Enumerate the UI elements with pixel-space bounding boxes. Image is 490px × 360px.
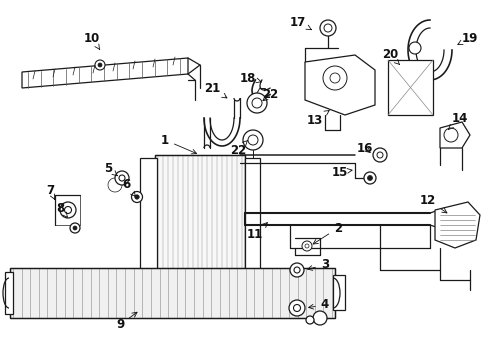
Circle shape [290,263,304,277]
Text: 10: 10 [84,31,100,50]
Circle shape [252,98,262,108]
Bar [140,158,157,291]
Circle shape [60,202,76,218]
Circle shape [119,175,125,181]
Bar [333,275,345,310]
Text: 21: 21 [204,81,227,98]
Text: 8: 8 [56,202,68,217]
Circle shape [377,152,383,158]
Circle shape [373,148,387,162]
Bar [155,155,245,295]
Circle shape [294,267,300,273]
Circle shape [306,316,314,324]
Circle shape [368,175,372,180]
Text: 22: 22 [230,140,247,157]
Circle shape [131,192,143,202]
Text: 11: 11 [247,222,268,242]
Polygon shape [440,122,470,148]
Circle shape [289,300,305,316]
Circle shape [95,60,105,70]
Text: 20: 20 [382,49,399,64]
Text: 16: 16 [357,141,373,154]
Circle shape [294,305,300,311]
Circle shape [320,20,336,36]
Bar [245,158,260,291]
Text: 9: 9 [116,312,137,332]
Text: 7: 7 [46,184,55,199]
Circle shape [98,63,102,67]
Circle shape [70,223,80,233]
Text: 18: 18 [240,72,262,85]
Circle shape [305,244,309,248]
Circle shape [65,207,72,213]
Text: 15: 15 [332,166,352,179]
Text: 5: 5 [104,162,117,176]
Circle shape [248,135,258,145]
Text: 12: 12 [420,194,447,213]
Circle shape [409,42,421,54]
Circle shape [135,195,139,199]
Bar [10,268,335,318]
Circle shape [323,66,347,90]
Text: 17: 17 [290,15,312,30]
Bar [5,272,13,314]
Text: 22: 22 [262,89,278,102]
Text: 19: 19 [458,31,478,45]
Text: 3: 3 [308,258,329,271]
Text: 13: 13 [307,111,329,126]
Circle shape [330,73,340,83]
Circle shape [302,241,312,251]
Circle shape [364,172,376,184]
Polygon shape [305,55,375,115]
Text: 1: 1 [161,134,196,154]
Circle shape [324,24,332,32]
Polygon shape [435,202,480,248]
Circle shape [243,130,263,150]
Bar [155,155,245,295]
Polygon shape [22,58,188,88]
Bar [388,60,433,115]
Circle shape [313,311,327,325]
Circle shape [444,128,458,142]
Circle shape [115,171,129,185]
Text: 14: 14 [448,112,468,130]
Bar [10,268,335,318]
Text: 6: 6 [122,179,135,196]
Circle shape [73,226,77,230]
Text: 4: 4 [309,298,329,311]
Text: 2: 2 [313,221,342,244]
Circle shape [247,93,267,113]
